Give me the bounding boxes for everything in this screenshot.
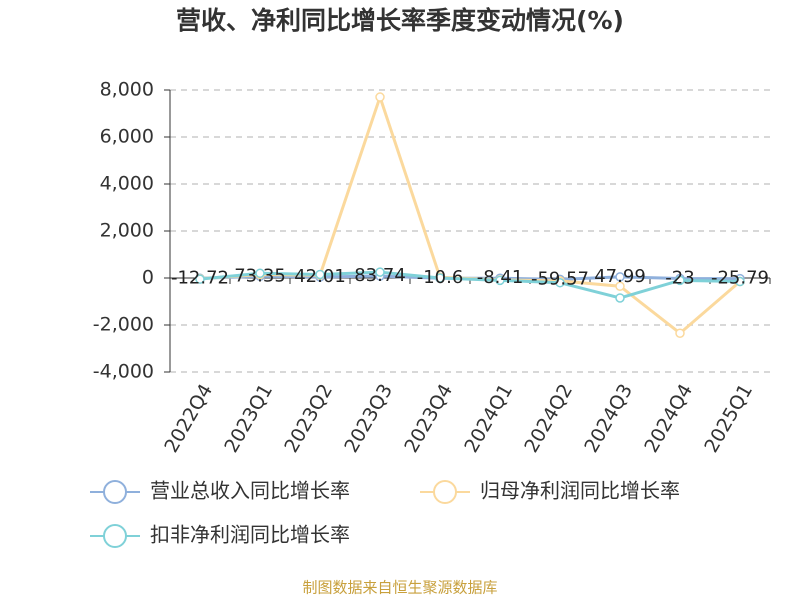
x-tick-label: 2023Q1 (220, 380, 277, 456)
point (615, 293, 625, 303)
x-tick-label: 2025Q1 (700, 380, 757, 456)
x-tick-label: 2024Q4 (640, 380, 697, 456)
point (375, 92, 385, 102)
x-tick-label: 2024Q2 (520, 380, 577, 456)
data-label: 42.01 (294, 266, 346, 287)
point (435, 273, 445, 283)
x-tick-label: 2024Q1 (460, 380, 517, 456)
point (495, 275, 505, 286)
point (255, 268, 265, 279)
point (735, 276, 745, 287)
y-tick-label: 8,000 (100, 79, 154, 101)
x-tick-label: 2024Q3 (580, 380, 637, 456)
legend-label: 归母净利润同比增长率 (480, 479, 680, 503)
data-label: -25.79 (711, 268, 769, 289)
y-tick-label: 2,000 (100, 220, 154, 242)
data-label: 73.35 (234, 265, 286, 286)
data-label: -59.57 (531, 268, 589, 289)
point (315, 269, 325, 280)
y-tick-label: -2,000 (93, 314, 154, 336)
x-tick-label: 2023Q2 (280, 380, 337, 456)
point (675, 275, 685, 286)
chart-title: 营收、净利同比增长率季度变动情况(%) (176, 6, 624, 35)
series-line (199, 270, 741, 300)
point (375, 267, 385, 277)
data-label: -12.72 (171, 267, 229, 288)
y-tick-label: 6,000 (100, 126, 154, 148)
x-tick-label: 2023Q3 (340, 380, 397, 456)
legend-marker (103, 480, 127, 504)
data-label: 47.99 (594, 266, 646, 287)
y-tick-label: 4,000 (100, 173, 154, 195)
legend-marker (103, 524, 127, 548)
x-tick-label: 2023Q4 (400, 380, 457, 456)
point (615, 272, 625, 282)
point (615, 281, 625, 291)
data-label: -10.6 (417, 267, 464, 288)
data-label: 83.74 (354, 265, 406, 286)
point (675, 328, 685, 338)
x-tick-label: 2022Q4 (160, 380, 217, 456)
series-line (199, 92, 741, 336)
point (555, 277, 565, 288)
data-label: -23 (665, 268, 694, 289)
legend-label: 扣非净利润同比增长率 (150, 523, 350, 547)
point (195, 274, 205, 284)
legend-marker (433, 480, 457, 504)
y-tick-label: 0 (142, 267, 154, 289)
legend-label: 营业总收入同比增长率 (150, 479, 350, 503)
data-label: -8.41 (477, 267, 524, 288)
y-tick-label: -4,000 (93, 361, 154, 383)
source: 制图数据来自恒生聚源数据库 (302, 579, 497, 597)
